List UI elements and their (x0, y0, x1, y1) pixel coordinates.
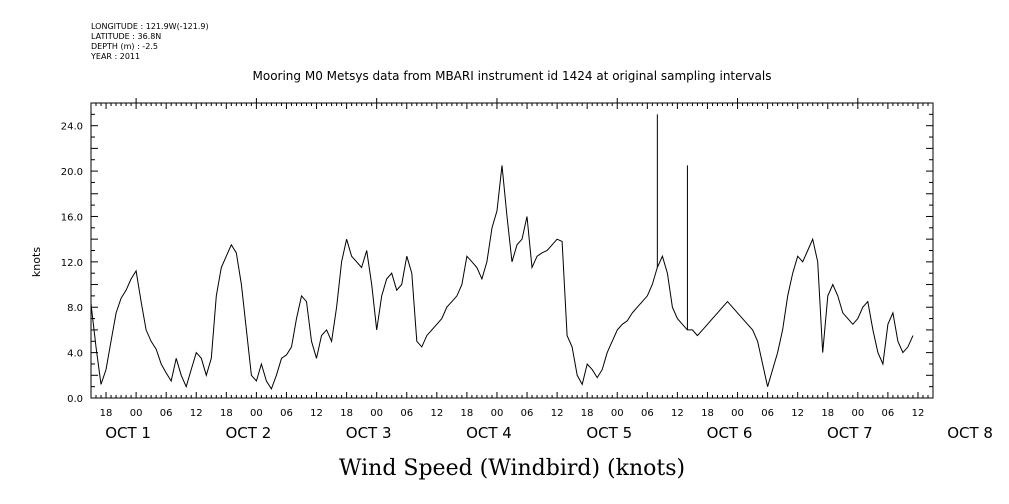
x-hour-label: 06 (641, 408, 654, 419)
x-day-label: OCT 4 (466, 424, 512, 442)
x-hour-label: 06 (882, 408, 895, 419)
x-hour-label: 18 (340, 408, 353, 419)
x-hour-label: 06 (761, 408, 774, 419)
x-hour-label: 18 (100, 408, 113, 419)
x-hour-label: 12 (912, 408, 925, 419)
x-hour-label: 06 (400, 408, 413, 419)
y-tick-label: 8.0 (67, 303, 83, 314)
axes (90, 102, 934, 399)
x-hour-label: 18 (821, 408, 834, 419)
x-hour-label: 12 (671, 408, 684, 419)
plot-frame (90, 102, 934, 399)
y-tick-label: 12.0 (61, 258, 83, 269)
x-hour-label: 12 (551, 408, 564, 419)
y-tick-label: 16.0 (61, 212, 83, 223)
y-tick-label: 24.0 (61, 122, 83, 133)
y-tick-label: 20.0 (61, 167, 83, 178)
x-hour-label: 06 (280, 408, 293, 419)
y-tick-label: 4.0 (67, 349, 83, 360)
x-hour-label: 00 (851, 408, 864, 419)
x-hour-label: 18 (220, 408, 233, 419)
ticks: 0.0 4.0 8.0 12.0 16.0 20.0 24.0 18 00 06 12 18 00 06 1… (61, 98, 993, 442)
chart-title: Mooring M0 Metsys data from MBARI instru… (253, 69, 772, 83)
x-hour-label: 12 (791, 408, 804, 419)
x-hour-label: 00 (611, 408, 624, 419)
depth-text: DEPTH (m) : -2.5 (91, 42, 158, 51)
x-day-label: OCT 3 (346, 424, 392, 442)
x-hour-label: 00 (370, 408, 383, 419)
x-axis-label: Wind Speed (Windbird) (knots) (339, 456, 685, 481)
x-hour-label: 18 (701, 408, 714, 419)
longitude-text: LONGITUDE : 121.9W(-121.9) (91, 22, 209, 31)
series-line (90, 165, 914, 391)
x-hour-label: 00 (250, 408, 263, 419)
x-day-label: OCT 6 (707, 424, 753, 442)
y-tick-label: 0.0 (67, 394, 83, 405)
x-hour-label: 00 (731, 408, 744, 419)
x-hour-label: 06 (521, 408, 534, 419)
x-day-label: OCT 5 (586, 424, 632, 442)
x-hour-label: 12 (190, 408, 203, 419)
x-hour-label: 00 (491, 408, 504, 419)
metadata-block: LONGITUDE : 121.9W(-121.9) LATITUDE : 36… (91, 22, 209, 62)
latitude-text: LATITUDE : 36.8N (91, 32, 162, 41)
x-day-label: OCT 1 (105, 424, 151, 442)
x-hour-label: 18 (461, 408, 474, 419)
series-group (90, 114, 914, 391)
x-hour-label: 12 (310, 408, 323, 419)
x-hour-label: 06 (160, 408, 173, 419)
x-hour-label: 18 (581, 408, 594, 419)
x-day-label: OCT 2 (226, 424, 272, 442)
y-axis-label: knots (30, 247, 43, 277)
year-text: YEAR : 2011 (91, 52, 141, 61)
x-day-label: OCT 7 (827, 424, 873, 442)
x-hour-label: 12 (430, 408, 443, 419)
x-hour-label: 00 (130, 408, 143, 419)
x-day-label: OCT 8 (947, 424, 993, 442)
